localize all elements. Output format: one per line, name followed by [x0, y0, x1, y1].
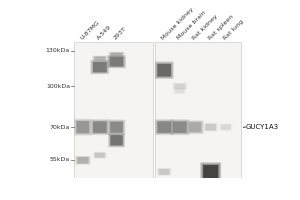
FancyBboxPatch shape — [221, 124, 231, 130]
FancyBboxPatch shape — [90, 119, 109, 135]
FancyBboxPatch shape — [205, 123, 217, 131]
FancyBboxPatch shape — [173, 83, 186, 90]
FancyBboxPatch shape — [110, 122, 123, 133]
Text: 100kDa: 100kDa — [46, 84, 70, 89]
FancyBboxPatch shape — [109, 52, 124, 58]
FancyBboxPatch shape — [109, 134, 124, 146]
Text: 130kDa: 130kDa — [46, 48, 70, 53]
FancyBboxPatch shape — [189, 122, 202, 132]
FancyBboxPatch shape — [110, 57, 124, 67]
FancyBboxPatch shape — [175, 89, 184, 93]
FancyBboxPatch shape — [155, 61, 174, 79]
FancyBboxPatch shape — [189, 122, 201, 132]
FancyBboxPatch shape — [110, 122, 123, 133]
FancyBboxPatch shape — [95, 153, 105, 158]
FancyBboxPatch shape — [95, 153, 105, 158]
FancyBboxPatch shape — [155, 119, 174, 135]
FancyBboxPatch shape — [173, 121, 187, 133]
FancyBboxPatch shape — [176, 89, 184, 93]
FancyBboxPatch shape — [111, 53, 122, 57]
FancyBboxPatch shape — [93, 121, 106, 133]
FancyBboxPatch shape — [110, 57, 123, 66]
FancyBboxPatch shape — [77, 157, 88, 163]
FancyBboxPatch shape — [173, 121, 187, 133]
FancyBboxPatch shape — [94, 56, 106, 61]
FancyBboxPatch shape — [156, 120, 172, 134]
FancyBboxPatch shape — [206, 124, 216, 130]
FancyBboxPatch shape — [186, 120, 204, 134]
FancyBboxPatch shape — [159, 169, 169, 175]
FancyBboxPatch shape — [77, 157, 89, 164]
FancyBboxPatch shape — [93, 56, 106, 61]
FancyBboxPatch shape — [110, 135, 123, 145]
FancyBboxPatch shape — [76, 156, 90, 164]
FancyBboxPatch shape — [92, 120, 108, 134]
FancyBboxPatch shape — [200, 162, 221, 181]
FancyBboxPatch shape — [108, 120, 125, 135]
FancyBboxPatch shape — [76, 121, 89, 133]
Text: U-87MG: U-87MG — [79, 20, 100, 41]
FancyBboxPatch shape — [174, 88, 186, 94]
FancyBboxPatch shape — [174, 84, 185, 89]
FancyBboxPatch shape — [107, 55, 126, 68]
Text: A-549: A-549 — [96, 24, 113, 41]
FancyBboxPatch shape — [202, 164, 220, 180]
FancyBboxPatch shape — [159, 169, 169, 175]
Text: 70kDa: 70kDa — [50, 125, 70, 130]
FancyBboxPatch shape — [206, 124, 216, 130]
FancyBboxPatch shape — [174, 84, 185, 89]
FancyBboxPatch shape — [93, 62, 107, 72]
FancyBboxPatch shape — [203, 165, 218, 179]
FancyBboxPatch shape — [93, 62, 106, 72]
FancyBboxPatch shape — [93, 152, 106, 159]
FancyBboxPatch shape — [156, 63, 172, 78]
FancyBboxPatch shape — [110, 52, 124, 57]
Bar — [155, 42, 241, 178]
FancyBboxPatch shape — [172, 120, 188, 134]
Text: Rat spleen: Rat spleen — [207, 14, 234, 41]
FancyBboxPatch shape — [110, 52, 123, 57]
Text: GUCY1A3: GUCY1A3 — [246, 124, 279, 130]
FancyBboxPatch shape — [220, 124, 232, 130]
FancyBboxPatch shape — [108, 133, 125, 147]
FancyBboxPatch shape — [92, 56, 108, 62]
FancyBboxPatch shape — [76, 121, 89, 133]
FancyBboxPatch shape — [170, 119, 189, 135]
FancyBboxPatch shape — [93, 121, 107, 133]
FancyBboxPatch shape — [92, 61, 108, 73]
FancyBboxPatch shape — [110, 135, 123, 146]
FancyBboxPatch shape — [221, 125, 230, 130]
FancyBboxPatch shape — [204, 123, 218, 132]
Text: Rat lung: Rat lung — [222, 19, 244, 41]
Text: Mouse brain: Mouse brain — [176, 10, 207, 41]
FancyBboxPatch shape — [158, 64, 171, 76]
Text: Mouse kidney: Mouse kidney — [161, 7, 195, 41]
FancyBboxPatch shape — [157, 64, 171, 77]
FancyBboxPatch shape — [157, 121, 171, 133]
FancyBboxPatch shape — [109, 121, 124, 134]
Text: 293T: 293T — [113, 26, 128, 41]
FancyBboxPatch shape — [203, 165, 218, 179]
FancyBboxPatch shape — [172, 83, 187, 90]
FancyBboxPatch shape — [188, 121, 203, 133]
FancyBboxPatch shape — [219, 124, 232, 131]
Text: Rat kidney: Rat kidney — [192, 14, 219, 41]
FancyBboxPatch shape — [94, 56, 105, 61]
FancyBboxPatch shape — [158, 121, 171, 133]
FancyBboxPatch shape — [157, 168, 171, 176]
Bar — [74, 42, 153, 178]
FancyBboxPatch shape — [75, 120, 91, 134]
FancyBboxPatch shape — [74, 119, 92, 136]
FancyBboxPatch shape — [108, 56, 125, 67]
FancyBboxPatch shape — [174, 88, 185, 94]
FancyBboxPatch shape — [94, 152, 106, 158]
FancyBboxPatch shape — [158, 168, 170, 175]
FancyBboxPatch shape — [75, 156, 91, 165]
FancyBboxPatch shape — [90, 60, 109, 74]
Text: 55kDa: 55kDa — [50, 157, 70, 162]
